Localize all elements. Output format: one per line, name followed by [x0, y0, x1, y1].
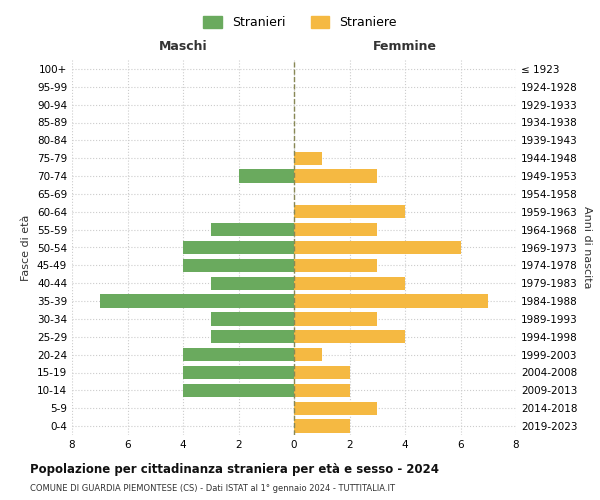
Bar [294, 223, 377, 236]
Bar [211, 330, 294, 344]
Text: Maschi: Maschi [158, 40, 208, 52]
Text: Popolazione per cittadinanza straniera per età e sesso - 2024: Popolazione per cittadinanza straniera p… [30, 462, 439, 475]
Bar [183, 258, 294, 272]
Bar [294, 366, 349, 379]
Bar [294, 402, 377, 415]
Bar [294, 205, 405, 218]
Text: Femmine: Femmine [373, 40, 437, 52]
Legend: Stranieri, Straniere: Stranieri, Straniere [198, 11, 402, 34]
Bar [294, 330, 405, 344]
Bar [239, 170, 294, 183]
Bar [183, 348, 294, 362]
Bar [294, 384, 349, 397]
Bar [294, 348, 322, 362]
Bar [211, 276, 294, 290]
Bar [183, 384, 294, 397]
Bar [183, 241, 294, 254]
Bar [294, 294, 488, 308]
Bar [294, 241, 461, 254]
Bar [294, 170, 377, 183]
Bar [100, 294, 294, 308]
Bar [294, 152, 322, 165]
Bar [211, 223, 294, 236]
Bar [294, 420, 349, 433]
Bar [294, 258, 377, 272]
Bar [183, 366, 294, 379]
Bar [294, 276, 405, 290]
Text: COMUNE DI GUARDIA PIEMONTESE (CS) - Dati ISTAT al 1° gennaio 2024 - TUTTITALIA.I: COMUNE DI GUARDIA PIEMONTESE (CS) - Dati… [30, 484, 395, 493]
Y-axis label: Fasce di età: Fasce di età [22, 214, 31, 280]
Bar [294, 312, 377, 326]
Y-axis label: Anni di nascita: Anni di nascita [581, 206, 592, 289]
Bar [211, 312, 294, 326]
